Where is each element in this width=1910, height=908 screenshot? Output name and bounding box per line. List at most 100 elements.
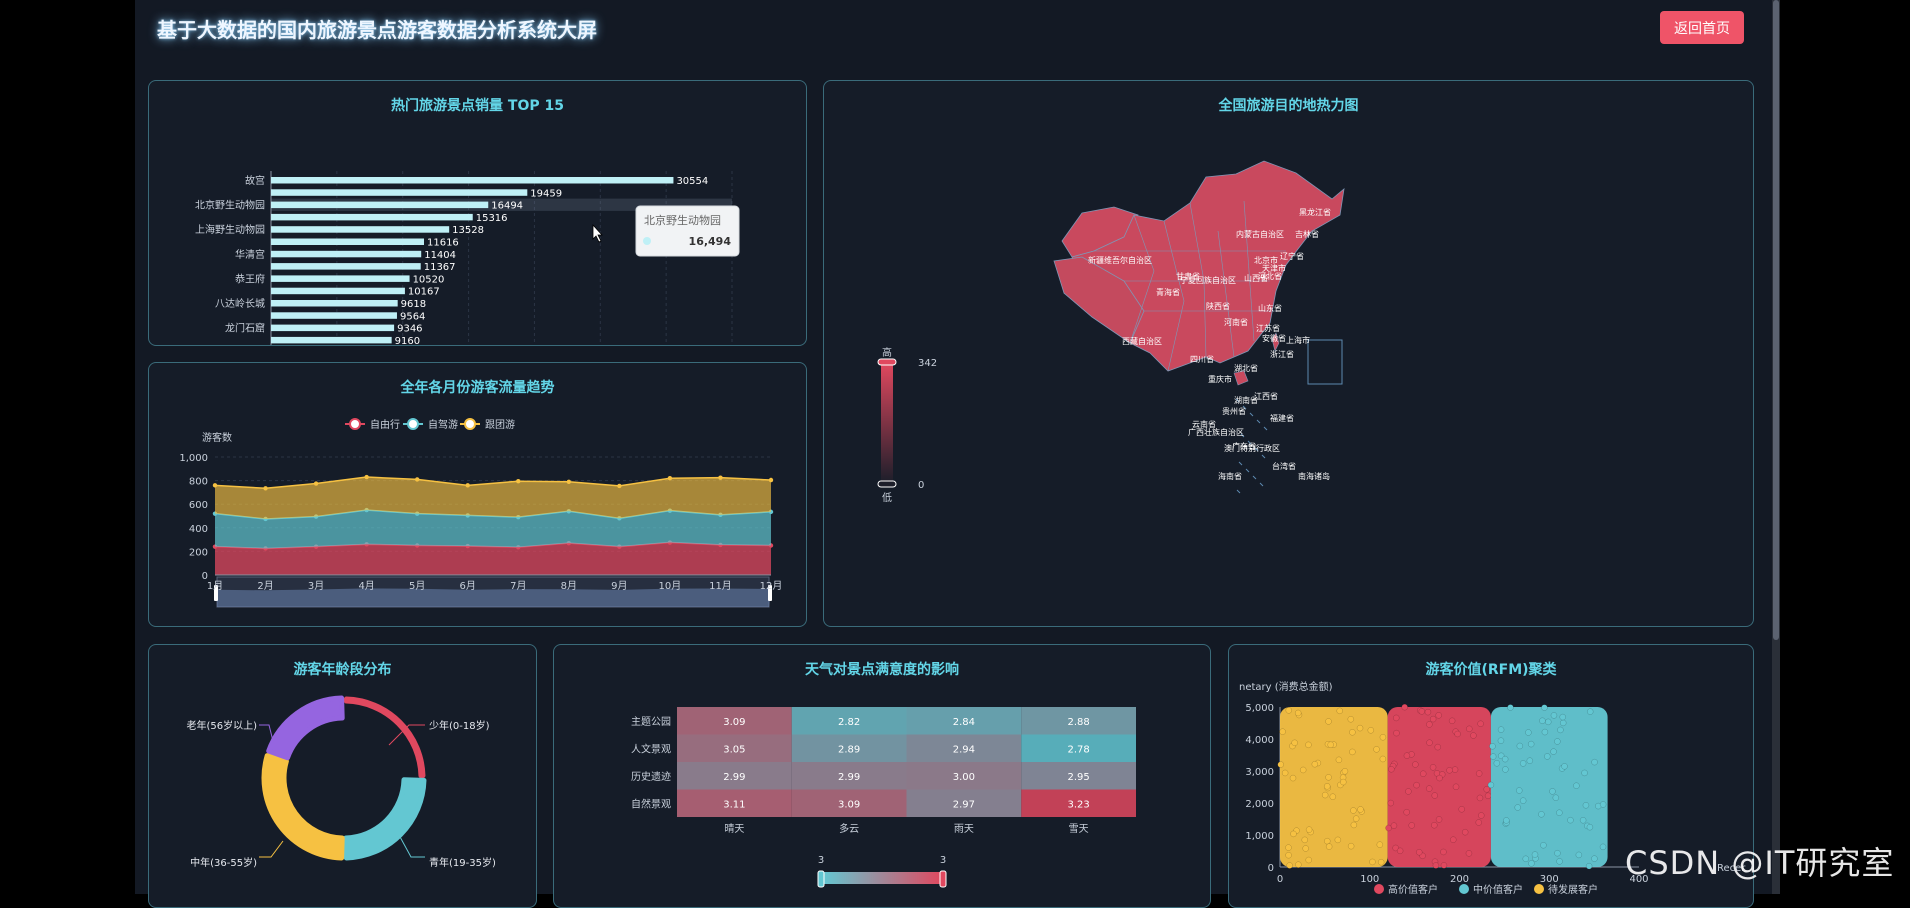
visualmap-bar[interactable] — [881, 363, 893, 483]
scatter-point[interactable] — [1321, 791, 1329, 799]
scatter-point[interactable] — [1426, 739, 1433, 746]
heatmap-visualmap[interactable] — [822, 872, 942, 884]
visualmap-handle-top[interactable] — [877, 358, 897, 366]
scatter-point[interactable] — [1396, 847, 1404, 855]
scatter-point[interactable] — [1484, 792, 1492, 800]
scatter-point[interactable] — [1387, 799, 1394, 807]
scatter-point[interactable] — [1295, 861, 1302, 868]
scatter-point[interactable] — [1336, 707, 1343, 715]
scatter-point[interactable] — [1483, 786, 1490, 793]
series-point[interactable] — [263, 486, 268, 491]
scatter-point[interactable] — [1299, 766, 1307, 774]
scatter-point[interactable] — [1501, 755, 1509, 763]
bar-mark[interactable] — [271, 238, 424, 246]
scatter-point[interactable] — [1507, 704, 1514, 711]
scatter-point[interactable] — [1285, 851, 1292, 859]
scatter-point[interactable] — [1440, 848, 1447, 856]
scatter-point[interactable] — [1289, 774, 1297, 782]
scatter-point[interactable] — [1432, 862, 1440, 869]
bar-mark[interactable] — [271, 275, 410, 282]
scatter-point[interactable] — [1446, 767, 1453, 774]
series-point[interactable] — [768, 477, 774, 483]
series-point[interactable] — [212, 483, 218, 488]
scatter-point[interactable] — [1350, 821, 1358, 829]
scatter-point[interactable] — [1544, 753, 1551, 760]
bar-mark[interactable] — [271, 324, 395, 332]
scatter-point[interactable] — [1538, 811, 1545, 818]
area-series[interactable] — [215, 542, 771, 575]
scatter-point[interactable] — [1294, 709, 1302, 717]
rfm-legend-marker[interactable] — [1459, 884, 1469, 894]
scatter-point[interactable] — [1556, 809, 1563, 816]
scatter-point[interactable] — [1401, 703, 1408, 711]
heatmap-cell[interactable] — [677, 707, 792, 735]
scatter-point[interactable] — [1305, 741, 1312, 749]
heatmap-handle-right[interactable] — [939, 870, 947, 888]
scatter-point[interactable] — [1352, 815, 1360, 822]
bar-mark[interactable] — [271, 336, 392, 344]
scatter-point[interactable] — [1415, 848, 1423, 856]
scatter-point[interactable] — [1408, 822, 1415, 829]
scatter-point[interactable] — [1476, 794, 1484, 802]
visualmap-handle-bottom[interactable] — [877, 480, 897, 488]
scatter-point[interactable] — [1522, 855, 1530, 863]
scatter-point[interactable] — [1373, 746, 1380, 753]
scatter-point[interactable] — [1392, 844, 1399, 852]
scatter-point[interactable] — [1349, 748, 1356, 756]
zoom-handle-right[interactable] — [768, 585, 772, 601]
scatter-point[interactable] — [1429, 715, 1437, 723]
scatter-point[interactable] — [1452, 783, 1460, 791]
donut-slice[interactable] — [261, 753, 345, 861]
top-attractions-chart[interactable]: 05,00010,00015,00020,00025,00030,00035,0… — [149, 81, 806, 345]
scatter-point[interactable] — [1325, 843, 1333, 850]
scatter-point[interactable] — [1357, 806, 1364, 813]
scatter-point[interactable] — [1586, 823, 1594, 831]
heatmap-cell[interactable] — [791, 734, 907, 763]
scatter-point[interactable] — [1311, 760, 1319, 768]
scatter-cluster[interactable] — [1387, 707, 1491, 867]
scatter-point[interactable] — [1324, 837, 1331, 845]
scatter-point[interactable] — [1385, 824, 1392, 832]
scatter-point[interactable] — [1285, 707, 1293, 714]
scatter-point[interactable] — [1393, 714, 1400, 722]
scatter-point[interactable] — [1440, 862, 1448, 869]
heatmap-cell[interactable] — [906, 734, 1022, 763]
scatter-point[interactable] — [1599, 843, 1607, 851]
scatter-point[interactable] — [1591, 758, 1598, 766]
scatter-point[interactable] — [1458, 806, 1465, 813]
legend-label[interactable]: 跟团游 — [485, 418, 515, 431]
heatmap-cell[interactable] — [791, 762, 907, 790]
scatter-point[interactable] — [1302, 845, 1309, 852]
scatter-point[interactable] — [1475, 819, 1483, 826]
scatter-point[interactable] — [1502, 766, 1509, 773]
scatter-point[interactable] — [1424, 708, 1432, 716]
rfm-legend-marker[interactable] — [1374, 884, 1384, 894]
map-region-hainan[interactable] — [1233, 370, 1249, 386]
scatter-point[interactable] — [1581, 769, 1588, 777]
scatter-point[interactable] — [1573, 782, 1580, 789]
scatter-point[interactable] — [1350, 807, 1357, 814]
age-donut-chart[interactable]: 少年(0-18岁) 青年(19-35岁) 中年(36-55岁) 老年(56岁以上) — [149, 645, 536, 895]
series-point[interactable] — [516, 478, 521, 484]
scatter-point[interactable] — [1335, 756, 1343, 764]
scatter-point[interactable] — [1475, 770, 1483, 777]
legend-marker[interactable] — [464, 418, 476, 430]
scatter-point[interactable] — [1554, 849, 1561, 857]
scatter-point[interactable] — [1393, 729, 1400, 737]
scatter-point[interactable] — [1585, 862, 1593, 870]
scatter-point[interactable] — [1515, 787, 1523, 794]
heatmap-cell[interactable] — [677, 762, 792, 790]
scatter-cluster[interactable] — [1490, 707, 1608, 867]
scatter-point[interactable] — [1526, 757, 1534, 764]
scatter-point[interactable] — [1557, 726, 1564, 734]
scatter-point[interactable] — [1291, 739, 1298, 747]
scatter-point[interactable] — [1528, 860, 1535, 867]
series-point[interactable] — [718, 475, 723, 480]
rfm-scatter-chart[interactable]: netary (消费总金额) 0 1,000 2,000 3,000 4,000 5,000… — [1229, 645, 1753, 895]
bar-mark[interactable] — [271, 213, 473, 221]
bar-mark[interactable] — [271, 201, 489, 209]
scatter-point[interactable] — [1413, 781, 1420, 789]
scatter-point[interactable] — [1347, 716, 1355, 723]
scatter-point[interactable] — [1489, 753, 1497, 760]
